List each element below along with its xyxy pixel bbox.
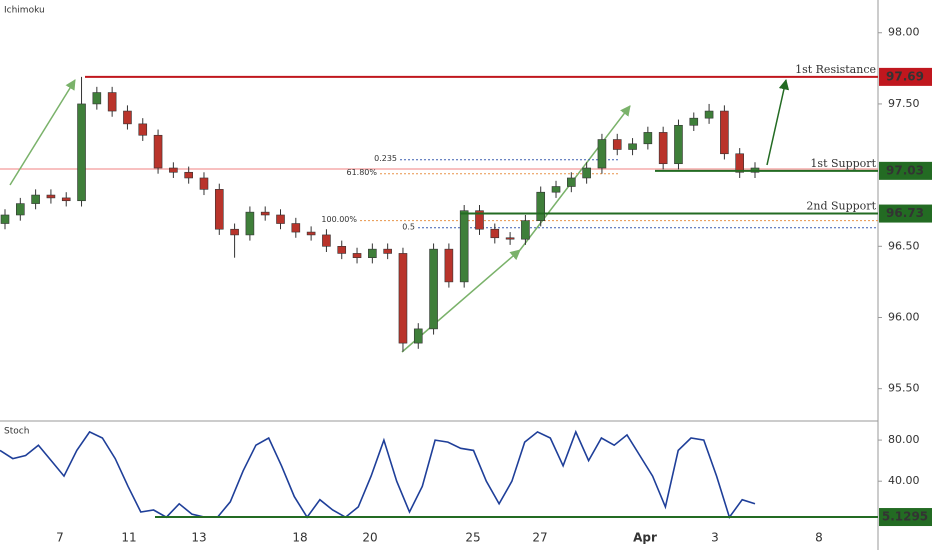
y-tick-label: 97.50 [888, 97, 920, 110]
level-name: 1st Support [810, 157, 876, 170]
candle-body [123, 110, 132, 125]
candle-body [260, 211, 270, 216]
candle-body [582, 167, 591, 179]
x-tick-label: 11 [121, 531, 136, 545]
candle-body [658, 132, 668, 165]
candle-body [184, 171, 193, 179]
candle-body [352, 253, 362, 258]
y-tick-label: 96.00 [888, 310, 920, 323]
candle-body [291, 223, 301, 233]
candle-body [31, 194, 40, 204]
level-box [879, 67, 932, 86]
candle-body [413, 328, 423, 344]
candle-body [46, 194, 56, 199]
candle-body [459, 210, 469, 283]
candle-body [245, 211, 255, 236]
level-value: 96.73 [886, 206, 924, 220]
candle-body [505, 237, 515, 240]
candle-body [429, 248, 438, 330]
fib-label: 0.5 [402, 222, 415, 231]
candle-body [276, 214, 285, 224]
candle-body [337, 246, 347, 254]
candle-body [0, 214, 10, 224]
candle-body [16, 203, 25, 216]
fib-label: 100.00% [321, 215, 357, 224]
candle-body [199, 177, 209, 190]
x-tick-label: 20 [362, 531, 377, 545]
candle-body [674, 124, 683, 165]
candle-body [612, 139, 622, 150]
candle-body [306, 231, 316, 236]
y-tick-label: 80.00 [888, 433, 920, 446]
x-tick-label: 7 [56, 531, 64, 545]
candle-body [230, 228, 239, 236]
candle-body [92, 92, 102, 105]
candle-body [720, 110, 729, 155]
candle-body [536, 191, 546, 221]
candle-body [521, 220, 530, 240]
x-tick-label: Apr [633, 531, 657, 545]
level-value: 5.1295 [882, 510, 928, 524]
x-tick-label: 13 [191, 531, 206, 545]
candle-body [214, 189, 224, 230]
candle-body [169, 167, 178, 173]
y-tick-label: 40.00 [888, 474, 920, 487]
candle-body [383, 248, 392, 254]
candle-body [628, 143, 637, 150]
candle-body [643, 132, 653, 145]
candle-body [475, 210, 484, 230]
x-tick-label: 3 [711, 531, 719, 545]
candle-body [107, 92, 117, 112]
level-name: 1st Resistance [795, 63, 876, 76]
candle-body [490, 228, 500, 239]
level-name: 2nd Support [806, 200, 876, 213]
y-tick-label: 96.50 [888, 239, 920, 252]
candle-body [551, 186, 561, 193]
candle-body [368, 248, 377, 258]
candle-body [704, 110, 714, 119]
x-tick-label: 25 [465, 531, 480, 545]
candle-body [398, 253, 408, 344]
level-value: 97.69 [886, 69, 924, 83]
candle-body [735, 153, 744, 173]
candle-body [61, 197, 71, 202]
fib-label: 61.80% [346, 168, 377, 177]
candle-body [689, 117, 699, 126]
candle-body [597, 139, 607, 169]
x-tick-label: 27 [532, 531, 547, 545]
trend-arrow [9, 79, 76, 186]
candle-body [567, 177, 576, 187]
level-box [879, 508, 932, 527]
level-box [879, 161, 932, 180]
level-box [879, 204, 932, 223]
x-tick-label: 8 [815, 531, 823, 545]
candle-body [153, 134, 163, 169]
indicator-title: Stoch [4, 427, 29, 437]
chart-title: Ichimoku [4, 6, 45, 16]
candle-body [77, 103, 86, 202]
y-tick-label: 98.00 [888, 26, 920, 39]
fib-label: 0.235 [374, 154, 397, 163]
projection-arrow [766, 78, 790, 166]
y-tick-label: 95.50 [888, 382, 920, 395]
x-tick-label: 18 [292, 531, 307, 545]
candle-body [322, 234, 331, 247]
candle-body [138, 123, 148, 136]
candle-body [444, 248, 454, 283]
stoch-line [0, 429, 756, 519]
level-value: 97.03 [886, 163, 924, 177]
